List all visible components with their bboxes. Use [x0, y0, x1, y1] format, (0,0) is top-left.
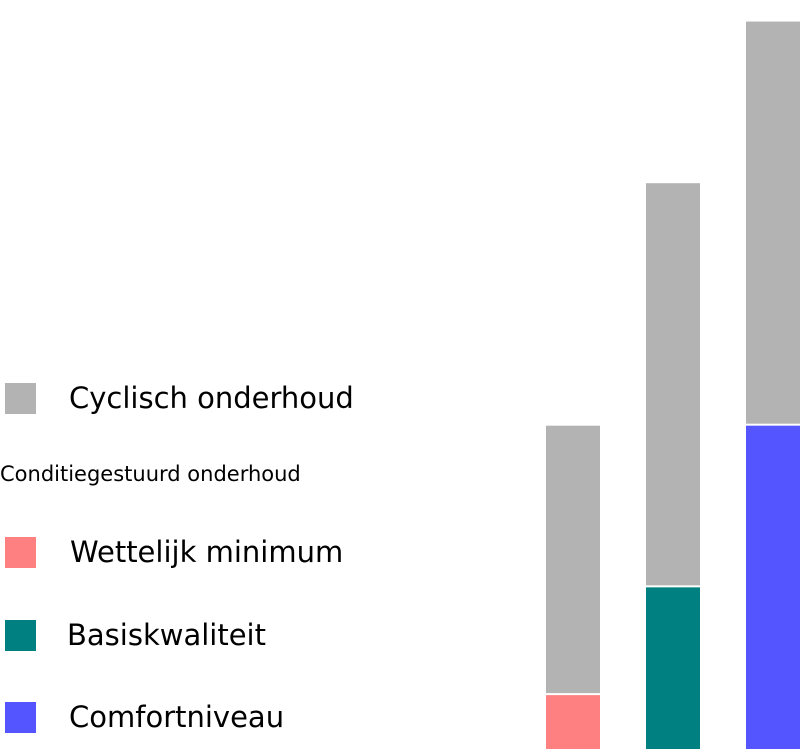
legend-swatch-basiskwaliteit [5, 619, 36, 651]
legend-label-cyclisch-onderhoud: Cyclisch onderhoud [69, 381, 354, 415]
bar-3-comfortniveau [746, 425, 800, 749]
bar-1-wettelijk-minimum [546, 695, 600, 749]
bar-2-cyclisch-onderhoud [646, 183, 700, 586]
legend-swatch-cyclisch-onderhoud [5, 382, 36, 414]
legend-item-basiskwaliteit: Basiskwaliteit [0, 618, 266, 652]
bar-2-basiskwaliteit [646, 587, 700, 749]
legend-label-basiskwaliteit: Basiskwaliteit [67, 618, 266, 652]
legend-item-cyclisch-onderhoud: Cyclisch onderhoud [0, 381, 354, 415]
bar-1-cyclisch-onderhoud [546, 425, 600, 694]
legend-swatch-wettelijk-minimum [5, 536, 36, 568]
bars-group [546, 21, 800, 749]
legend-label-wettelijk-minimum: Wettelijk minimum [70, 535, 344, 569]
legend-heading-conditiegestuurd-onderhoud: Conditiegestuurd onderhoud [0, 462, 301, 486]
legend-item-comfortniveau: Comfortniveau [0, 700, 284, 734]
legend-label-comfortniveau: Comfortniveau [69, 700, 285, 734]
bar-3-cyclisch-onderhoud [746, 21, 800, 424]
legend-item-wettelijk-minimum: Wettelijk minimum [0, 535, 343, 569]
legend-swatch-comfortniveau [5, 701, 36, 733]
